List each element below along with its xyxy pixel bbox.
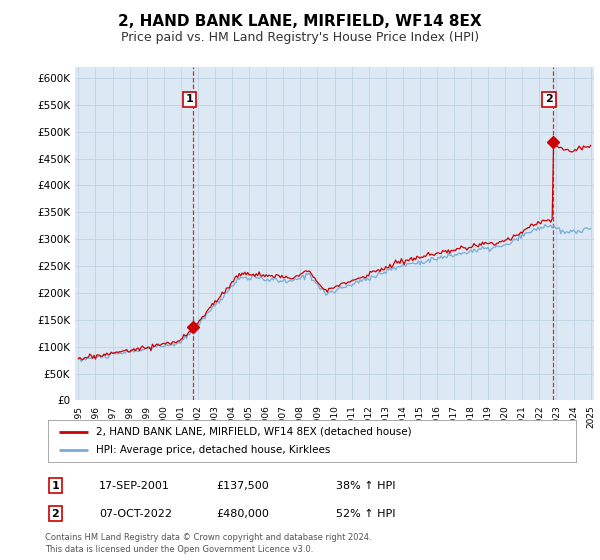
Text: 2, HAND BANK LANE, MIRFIELD, WF14 8EX (detached house): 2, HAND BANK LANE, MIRFIELD, WF14 8EX (d… [95, 427, 411, 437]
Text: 1: 1 [52, 480, 59, 491]
Text: 2, HAND BANK LANE, MIRFIELD, WF14 8EX: 2, HAND BANK LANE, MIRFIELD, WF14 8EX [118, 14, 482, 29]
Text: 07-OCT-2022: 07-OCT-2022 [99, 508, 172, 519]
Text: 52% ↑ HPI: 52% ↑ HPI [336, 508, 395, 519]
Text: 2: 2 [545, 95, 553, 105]
Text: 17-SEP-2001: 17-SEP-2001 [99, 480, 170, 491]
Text: This data is licensed under the Open Government Licence v3.0.: This data is licensed under the Open Gov… [45, 545, 313, 554]
Text: 2: 2 [52, 508, 59, 519]
Text: Price paid vs. HM Land Registry's House Price Index (HPI): Price paid vs. HM Land Registry's House … [121, 31, 479, 44]
Text: 1: 1 [186, 95, 194, 105]
Text: £137,500: £137,500 [216, 480, 269, 491]
Text: 38% ↑ HPI: 38% ↑ HPI [336, 480, 395, 491]
Text: HPI: Average price, detached house, Kirklees: HPI: Average price, detached house, Kirk… [95, 445, 330, 455]
Text: Contains HM Land Registry data © Crown copyright and database right 2024.: Contains HM Land Registry data © Crown c… [45, 533, 371, 542]
Text: £480,000: £480,000 [216, 508, 269, 519]
